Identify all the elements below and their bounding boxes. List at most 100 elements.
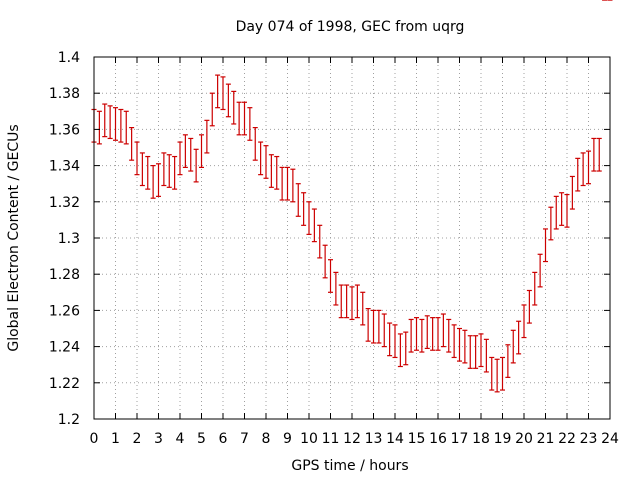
data-point bbox=[403, 331, 409, 366]
data-point bbox=[440, 313, 446, 348]
data-point bbox=[252, 126, 258, 161]
data-point bbox=[521, 304, 527, 339]
data-point bbox=[553, 195, 559, 230]
y-tick-label: 1.26 bbox=[49, 303, 80, 319]
data-point bbox=[279, 166, 285, 201]
data-point bbox=[532, 271, 538, 306]
data-point bbox=[446, 318, 452, 353]
data-point bbox=[172, 155, 178, 190]
x-tick-label: 8 bbox=[262, 431, 271, 447]
data-point bbox=[462, 329, 468, 364]
grid bbox=[94, 57, 610, 419]
data-point bbox=[387, 322, 393, 357]
y-tick-label: 1.24 bbox=[49, 340, 80, 356]
data-point bbox=[505, 344, 511, 378]
data-point bbox=[575, 157, 581, 192]
data-point bbox=[102, 103, 108, 138]
y-tick-label: 1.2 bbox=[58, 412, 80, 428]
data-point bbox=[113, 107, 118, 141]
data-point bbox=[290, 168, 296, 203]
data-point bbox=[242, 101, 247, 136]
data-point bbox=[301, 192, 307, 226]
x-tick-label: 15 bbox=[408, 431, 426, 447]
x-tick-label: 20 bbox=[515, 431, 533, 447]
y-tick-label: 1.4 bbox=[58, 50, 80, 66]
data-point bbox=[188, 137, 194, 172]
x-tick-label: 5 bbox=[197, 431, 206, 447]
error-bars bbox=[91, 0, 613, 393]
data-point bbox=[123, 110, 129, 145]
x-tick-label: 13 bbox=[365, 431, 383, 447]
x-tick-label: 23 bbox=[580, 431, 598, 447]
data-point bbox=[408, 318, 414, 353]
data-point bbox=[322, 244, 328, 279]
x-tick-label: 1 bbox=[111, 431, 120, 447]
data-point bbox=[268, 154, 274, 188]
data-point bbox=[376, 309, 382, 344]
data-point bbox=[209, 92, 215, 127]
chart-title: Day 074 of 1998, GEC from uqrg bbox=[236, 19, 465, 35]
data-point bbox=[96, 110, 102, 145]
data-point bbox=[247, 107, 253, 141]
y-axis-label: Global Electron Content / GECUs bbox=[6, 124, 22, 351]
data-point bbox=[317, 224, 323, 259]
data-point bbox=[263, 145, 269, 179]
data-point bbox=[311, 208, 317, 243]
data-point bbox=[483, 338, 489, 373]
data-point bbox=[435, 317, 441, 351]
x-tick-label: 22 bbox=[558, 431, 576, 447]
data-point bbox=[494, 358, 500, 393]
y-tick-label: 1.22 bbox=[49, 376, 80, 392]
data-point bbox=[478, 333, 484, 368]
data-point bbox=[537, 253, 543, 288]
x-tick-label: 3 bbox=[154, 431, 163, 447]
data-point bbox=[397, 333, 403, 368]
data-point bbox=[392, 324, 398, 359]
data-point bbox=[338, 284, 344, 319]
data-point bbox=[118, 108, 124, 143]
data-point bbox=[328, 259, 333, 293]
data-point bbox=[516, 320, 522, 355]
data-point bbox=[150, 165, 156, 199]
data-point bbox=[451, 324, 457, 359]
data-point bbox=[306, 201, 312, 235]
data-point bbox=[559, 192, 565, 226]
data-point bbox=[295, 183, 301, 217]
data-point bbox=[430, 317, 436, 351]
y-tick-labels: 1.2 1.22 1.24 1.26 1.28 1.3 1.32 1.34 1.36 1.38 1.… bbox=[49, 50, 80, 428]
x-tick-label: 7 bbox=[240, 431, 249, 447]
y-tick-label: 1.28 bbox=[49, 267, 80, 283]
data-point bbox=[564, 193, 570, 228]
y-tick-label: 1.38 bbox=[49, 86, 80, 102]
data-point bbox=[177, 141, 183, 176]
data-point bbox=[107, 105, 113, 140]
data-point bbox=[414, 317, 419, 351]
data-point bbox=[365, 307, 371, 342]
data-point bbox=[134, 141, 140, 176]
data-point bbox=[199, 134, 204, 169]
data-point bbox=[371, 309, 376, 344]
x-tick-label: 17 bbox=[451, 431, 469, 447]
data-point bbox=[500, 356, 505, 391]
data-point bbox=[274, 155, 280, 190]
data-point bbox=[473, 335, 479, 369]
x-tick-label: 2 bbox=[133, 431, 142, 447]
x-tick-label: 14 bbox=[386, 431, 404, 447]
data-point bbox=[161, 152, 167, 187]
data-point bbox=[333, 271, 339, 306]
data-point bbox=[139, 152, 145, 187]
data-point bbox=[225, 83, 231, 118]
data-point bbox=[419, 318, 425, 353]
data-point bbox=[424, 315, 430, 350]
data-point bbox=[457, 327, 462, 362]
data-point bbox=[285, 166, 290, 201]
data-point bbox=[591, 137, 597, 172]
x-tick-label: 10 bbox=[300, 431, 318, 447]
data-point bbox=[231, 90, 237, 125]
data-point bbox=[236, 101, 242, 136]
y-tick-label: 1.32 bbox=[49, 195, 80, 211]
data-point bbox=[258, 141, 264, 176]
x-tick-label: 11 bbox=[322, 431, 340, 447]
x-tick-label: 16 bbox=[429, 431, 447, 447]
